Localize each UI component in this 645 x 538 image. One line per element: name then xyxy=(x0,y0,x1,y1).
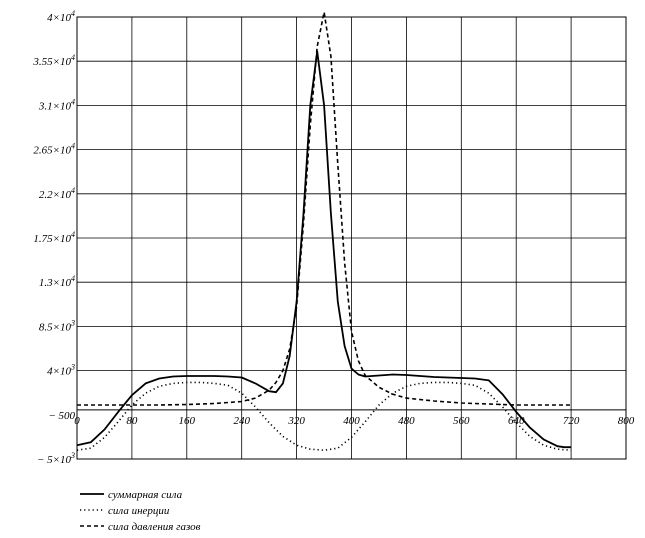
x-tick-label: 240 xyxy=(233,415,250,427)
x-tick-label: 800 xyxy=(618,415,635,427)
x-tick-label: 320 xyxy=(287,415,305,427)
legend-label: сила инерции xyxy=(108,505,170,517)
legend-label: суммарная сила xyxy=(108,489,183,501)
series-line-3 xyxy=(77,11,572,406)
y-tick-label: 1.3×104 xyxy=(39,274,75,289)
legend-label: сила давления газов xyxy=(108,521,201,533)
x-tick-label: 80 xyxy=(126,415,138,427)
y-axis-tick-labels: − 5×103 4×103 8.5×103 1.3×104 1.75×104 2.2×10… xyxy=(32,9,75,466)
x-tick-label: 560 xyxy=(453,415,470,427)
y-tick-label: − 5×103 xyxy=(37,451,75,466)
y-tick-label: 3.55×104 xyxy=(32,53,75,68)
series-line-1 xyxy=(76,50,572,449)
y-tick-label: 4×104 xyxy=(47,9,75,24)
chart-legend: суммарная сила сила инерции сила давления … xyxy=(80,489,201,533)
x-axis-tick-labels: 0 80 160 240 320 400 480 560 640 720 800 xyxy=(74,415,635,427)
y-tick-label: 3.1×104 xyxy=(38,97,75,112)
chart-grid xyxy=(76,16,627,460)
x-tick-label: 480 xyxy=(398,415,415,427)
series-line-2 xyxy=(76,381,572,452)
y-tick-label: 2.65×104 xyxy=(33,142,75,157)
y-extra-label: − 500 xyxy=(48,410,75,422)
x-tick-label: 720 xyxy=(563,415,580,427)
x-tick-label: 400 xyxy=(343,415,360,427)
y-tick-label: 2.2×104 xyxy=(39,186,75,201)
x-tick-label: 0 xyxy=(74,415,80,427)
chart-series xyxy=(76,11,572,452)
x-tick-label: 640 xyxy=(508,415,525,427)
x-tick-label: 160 xyxy=(179,415,196,427)
y-tick-label: 1.75×104 xyxy=(33,230,75,245)
y-tick-label: 4×103 xyxy=(47,363,75,378)
y-tick-label: 8.5×103 xyxy=(39,318,75,333)
